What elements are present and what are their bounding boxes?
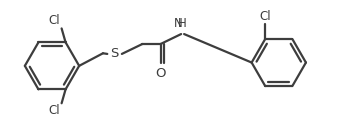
Text: O: O <box>155 67 166 80</box>
Text: S: S <box>110 47 119 60</box>
Text: Cl: Cl <box>259 10 271 23</box>
Text: Cl: Cl <box>48 14 60 27</box>
Text: H: H <box>177 17 186 30</box>
Text: N: N <box>174 17 183 30</box>
Text: Cl: Cl <box>48 104 60 117</box>
